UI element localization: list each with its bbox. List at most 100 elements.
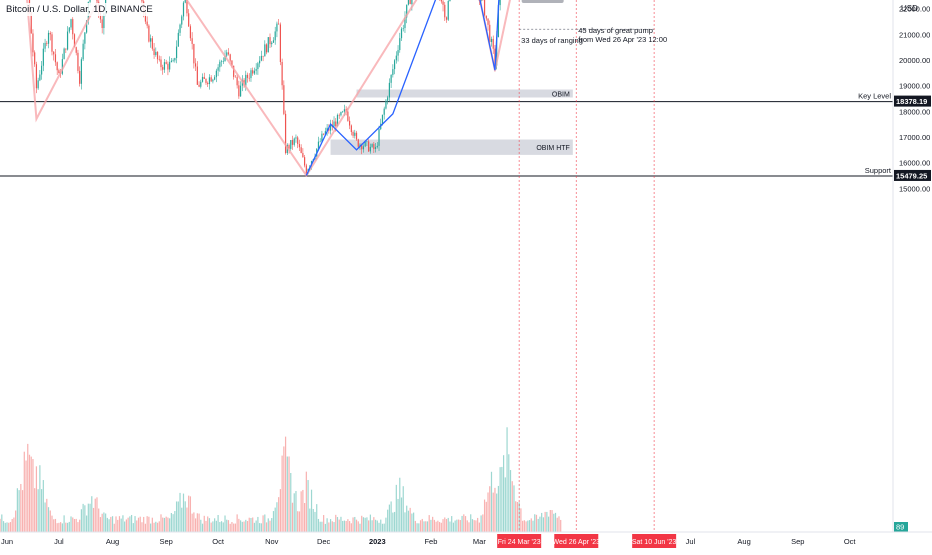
volume-bar — [530, 518, 532, 532]
volume-bar — [459, 520, 461, 532]
volume-bar — [544, 511, 546, 532]
candle-body — [72, 19, 74, 35]
candle-body — [231, 60, 233, 66]
volume-bar — [509, 470, 512, 532]
volume-bar — [478, 522, 480, 532]
candle-body — [352, 132, 354, 136]
volume-bar — [89, 503, 91, 532]
volume-bar — [527, 520, 529, 532]
volume-bar — [473, 520, 475, 532]
volume-bar — [385, 517, 387, 532]
candle-body — [447, 1, 449, 20]
volume-bar — [210, 522, 212, 532]
candle-body — [440, 0, 442, 2]
candle-body — [255, 69, 257, 71]
candle-body — [395, 55, 397, 61]
x-tick-label: Oct — [212, 537, 225, 546]
volume-bar — [437, 520, 439, 532]
candle-body — [193, 43, 195, 64]
volume-bar — [269, 520, 271, 532]
candle-body — [378, 129, 380, 146]
volume-bar — [75, 518, 77, 532]
candle-body — [58, 70, 60, 74]
candle-body — [174, 58, 176, 61]
volume-bar — [442, 519, 444, 532]
candle-body — [207, 82, 209, 85]
volume-bar — [169, 518, 171, 532]
candle-body — [155, 51, 157, 55]
volume-bar — [25, 460, 27, 532]
candle-body — [321, 133, 323, 142]
candle-body — [444, 4, 446, 18]
volume-bar — [284, 436, 287, 532]
volume-bar — [257, 516, 259, 532]
volume-bar — [141, 522, 143, 532]
candle-body — [350, 125, 352, 133]
volume-bar — [541, 512, 543, 532]
volume-bar — [321, 521, 323, 532]
volume-bar — [191, 513, 193, 532]
volume-bar — [70, 516, 72, 532]
volume-bar — [15, 510, 17, 532]
volume-bar — [421, 518, 423, 532]
volume-bar — [355, 519, 358, 532]
candle-body — [70, 19, 72, 28]
volume-bar — [357, 521, 359, 532]
volume-bar — [212, 521, 214, 532]
candle-body — [250, 70, 252, 79]
candle-body — [323, 133, 325, 135]
volume-bar — [556, 517, 558, 532]
volume-bar — [291, 502, 294, 532]
volume-bar — [323, 515, 325, 532]
volume-bar — [433, 519, 435, 532]
candle-body — [160, 59, 162, 68]
volume-bar — [399, 477, 401, 532]
candle-body — [148, 25, 150, 42]
candle-body — [262, 55, 264, 57]
candle-body — [82, 43, 84, 60]
candle-body — [214, 77, 216, 80]
volume-bar — [279, 489, 281, 532]
candle-body — [279, 24, 281, 63]
y-tick-label: 18000.00 — [899, 107, 930, 116]
candle-body — [248, 77, 250, 79]
volume-bar — [300, 491, 302, 532]
volume-bar — [513, 485, 515, 532]
volume-bar — [310, 489, 313, 532]
candle-body — [53, 51, 55, 55]
volume-bar — [343, 520, 346, 532]
candle-body — [200, 81, 202, 87]
candle-body — [162, 67, 164, 70]
volume-bar — [84, 505, 86, 532]
volume-bar — [219, 522, 221, 532]
candle-body — [411, 0, 413, 5]
volume-bar — [132, 523, 134, 532]
level-price-badge-bg — [894, 95, 931, 107]
candle-body — [141, 0, 143, 2]
candle-body — [146, 21, 148, 26]
volume-bar — [361, 515, 363, 532]
zone-label: OBIM — [552, 91, 570, 98]
volume-bar — [23, 451, 25, 532]
volume-bar — [426, 521, 429, 532]
volume-bar — [274, 507, 276, 532]
volume-bar — [262, 515, 264, 532]
volume-bar — [454, 520, 456, 532]
volume-bar — [115, 516, 117, 532]
candle-body — [65, 48, 67, 50]
x-tick-label: Jun — [1, 537, 13, 546]
candle-body — [283, 85, 285, 114]
volume-bar — [246, 521, 249, 532]
x-tick-label: Oct — [844, 537, 857, 546]
volume-bar — [411, 513, 413, 532]
pattern-legs — [26, 0, 511, 178]
volume-bar — [354, 516, 356, 532]
volume-bar — [42, 480, 44, 532]
candle-body — [295, 137, 297, 139]
date-marker-label: Fri 24 Mar '23 — [498, 539, 541, 546]
volume-bar — [188, 495, 190, 532]
price-axis-bg — [893, 0, 932, 550]
volume-bar — [238, 518, 240, 532]
